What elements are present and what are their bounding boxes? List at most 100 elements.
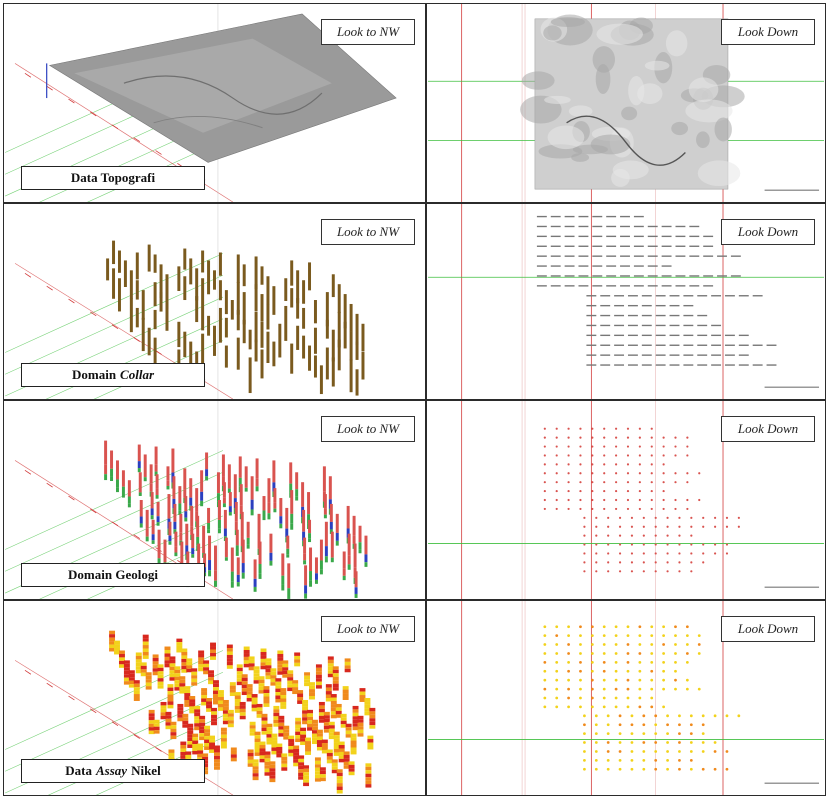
drillhole-assay — [197, 743, 204, 747]
collar-label — [600, 314, 611, 317]
drillhole-assay — [252, 766, 259, 770]
drillhole-assay — [198, 650, 205, 654]
drillhole-collar — [272, 341, 276, 367]
drillhole-point — [579, 498, 582, 502]
drillhole-assay — [350, 737, 357, 741]
drillhole-point — [583, 543, 586, 546]
drillhole-geology — [227, 464, 231, 482]
drillhole-collar — [337, 339, 341, 371]
collar-label — [661, 265, 672, 267]
drillhole-collar — [213, 270, 216, 290]
collar-label — [683, 304, 694, 307]
drillhole-geology — [279, 516, 283, 524]
collar-label — [711, 364, 722, 366]
drillhole-geology — [223, 509, 227, 529]
drillhole-assay — [230, 747, 237, 751]
drillhole-point — [638, 687, 642, 691]
drillhole-assay — [160, 712, 167, 716]
drillhole-point — [662, 705, 665, 709]
drillhole-assay — [292, 683, 299, 688]
drillhole-point — [567, 660, 570, 664]
drillhole-assay — [109, 644, 116, 649]
drillhole-assay — [335, 703, 342, 708]
terrain-texture — [621, 106, 638, 121]
drillhole-assay — [352, 726, 359, 731]
drillhole-assay — [259, 745, 266, 749]
terrain-texture — [644, 60, 670, 71]
drillhole-point — [583, 525, 586, 528]
drillhole-geology — [324, 556, 328, 563]
drillhole-assay — [152, 661, 159, 665]
drillhole-point — [606, 750, 610, 753]
drillhole-point — [618, 767, 622, 771]
drillhole-geology — [342, 551, 346, 569]
drillhole-assay — [259, 751, 266, 756]
collar-label — [675, 225, 686, 228]
drillhole-assay — [209, 739, 215, 743]
drillhole-point — [650, 436, 653, 439]
drillhole-point — [579, 445, 582, 448]
drillhole-collar — [218, 252, 222, 276]
drillhole-assay — [304, 682, 311, 687]
drillhole-collar — [349, 359, 353, 393]
drillhole-geology — [186, 551, 190, 573]
drillhole-assay — [294, 662, 301, 667]
drillhole-point — [543, 643, 547, 646]
collar-label — [536, 265, 547, 267]
drillhole-geology — [115, 479, 119, 488]
drillhole-collar — [165, 274, 169, 310]
drillhole-assay — [249, 732, 256, 736]
drillhole-assay — [336, 772, 343, 777]
drillhole-assay — [295, 728, 302, 732]
drillhole-assay — [229, 682, 236, 686]
collar-label — [564, 285, 575, 287]
drillhole-point — [603, 481, 606, 484]
drillhole-assay — [254, 742, 261, 746]
drillhole-assay — [266, 727, 273, 731]
drillhole-assay — [217, 693, 224, 698]
drillhole-assay — [236, 678, 243, 682]
collar-label — [606, 225, 617, 228]
drillhole-assay — [142, 634, 149, 639]
drillhole-assay — [211, 707, 217, 712]
drillhole-assay — [298, 772, 305, 777]
drillhole-point — [725, 750, 729, 753]
drillhole-point — [650, 481, 653, 484]
drillhole-assay — [118, 653, 125, 658]
drillhole-point — [594, 767, 598, 771]
drillhole-point — [654, 732, 658, 736]
drillhole-geology — [364, 562, 368, 567]
drillhole-collar — [313, 300, 317, 324]
drillhole-point — [630, 534, 634, 537]
drillhole-collar — [349, 331, 353, 361]
drillhole-geology — [329, 503, 333, 522]
drillhole-collar — [135, 280, 139, 300]
drillhole-assay — [181, 651, 188, 656]
drillhole-assay — [191, 682, 198, 686]
drillhole-point — [702, 516, 705, 519]
drillhole-point — [674, 643, 677, 646]
drillhole-assay — [246, 698, 253, 702]
drillhole-assay — [177, 703, 184, 708]
drillhole-assay — [226, 658, 233, 662]
drillhole-geology — [207, 507, 211, 524]
drillhole-geology — [196, 536, 200, 546]
collar-label — [703, 255, 714, 257]
drillhole-geology — [267, 502, 271, 514]
drillhole-assay — [280, 695, 287, 699]
drillhole-assay — [184, 693, 191, 697]
drillhole-assay — [185, 754, 192, 759]
drillhole-point — [567, 454, 570, 457]
terrain-texture — [550, 16, 585, 27]
drillhole-assay — [266, 723, 273, 728]
collar-label — [578, 215, 589, 218]
drillhole-geology — [335, 540, 339, 546]
drillhole-geology — [145, 509, 149, 529]
drillhole-point — [666, 723, 669, 727]
drillhole-point — [642, 741, 646, 744]
drillhole-assay — [336, 783, 343, 787]
drillhole-assay — [194, 726, 201, 731]
drillhole-assay — [128, 677, 135, 681]
drillhole-assay — [288, 742, 295, 747]
drillhole-assay — [256, 710, 263, 715]
